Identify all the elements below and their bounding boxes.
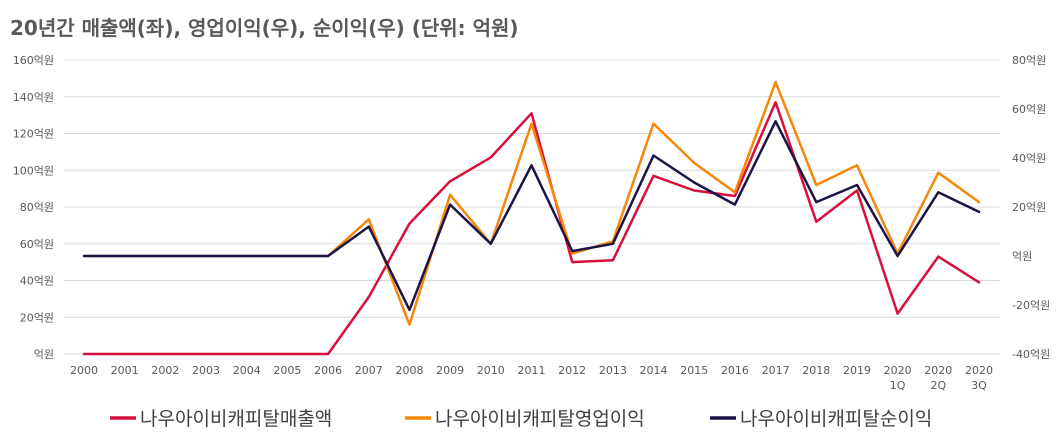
x-tick-label: 2020 2Q (924, 364, 952, 392)
x-tick-label: 2015 (680, 364, 708, 377)
left-tick-label: 억원 (34, 348, 54, 361)
series-line (82, 120, 981, 312)
x-tick-label: 2014 (640, 364, 668, 377)
left-tick-label: 160억원 (13, 54, 54, 67)
x-tick-label: 2000 (70, 364, 98, 377)
x-tick-label: 2020 1Q (884, 364, 912, 392)
x-tick-label: 2012 (558, 364, 586, 377)
left-tick-label: 100억원 (13, 164, 54, 177)
x-tick-label: 2018 (802, 364, 830, 377)
x-tick-label: 2019 (843, 364, 871, 377)
x-tick-label: 2016 (721, 364, 749, 377)
left-tick-label: 140억원 (13, 91, 54, 104)
x-tick-label: 2004 (233, 364, 261, 377)
right-tick-label: 억원 (1012, 250, 1032, 263)
x-tick-label: 2005 (273, 364, 301, 377)
series-lines (82, 80, 981, 356)
x-tick-label: 2007 (355, 364, 383, 377)
left-axis-ticks: 억원 20억원 40억원 60억원 80억원 100억원 120억원 140억원 160억원 (13, 54, 54, 361)
legend: 나우아이비캐피탈매출액 나우아이비캐피탈영업이익 나우아이비캐피탈순이익 (110, 408, 932, 430)
left-tick-label: 20억원 (20, 311, 54, 324)
x-tick-label: 2009 (436, 364, 464, 377)
series-line (82, 80, 981, 326)
left-tick-label: 120억원 (13, 128, 54, 141)
gridlines (64, 59, 1000, 355)
left-tick-label: 80억원 (20, 201, 54, 214)
right-axis-ticks: -40억원 -20억원 억원 20억원 40억원 60억원 80억원 (1012, 54, 1050, 361)
x-tick-label: 2003 (192, 364, 220, 377)
x-tick-label: 2017 (762, 364, 790, 377)
chart-title: 20년간 매출액(좌), 영업이익(우), 순이익(우) (단위: 억원) (10, 16, 519, 40)
legend-label: 나우아이비캐피탈매출액 (140, 408, 332, 430)
left-tick-label: 60억원 (20, 238, 54, 251)
legend-label: 나우아이비캐피탈영업이익 (435, 408, 645, 430)
x-tick-label: 2020 3Q (965, 364, 993, 392)
x-axis-ticks: 2000 2001 2002 2003 2004 2005 2006 2007 2008 2009… (70, 364, 993, 392)
right-tick-label: -40억원 (1012, 348, 1050, 361)
legend-label: 나우아이비캐피탈순이익 (740, 408, 932, 430)
right-tick-label: 80억원 (1012, 54, 1046, 67)
right-tick-label: 40억원 (1012, 152, 1046, 165)
right-tick-label: -20억원 (1012, 299, 1050, 312)
right-tick-label: 20억원 (1012, 201, 1046, 214)
x-tick-label: 2010 (477, 364, 505, 377)
x-tick-label: 2008 (395, 364, 423, 377)
x-tick-label: 2013 (599, 364, 627, 377)
x-tick-label: 2006 (314, 364, 342, 377)
series-line (82, 101, 981, 356)
x-tick-label: 2001 (111, 364, 139, 377)
left-tick-label: 40억원 (20, 275, 54, 288)
right-tick-label: 60억원 (1012, 103, 1046, 116)
x-tick-label: 2011 (518, 364, 546, 377)
x-tick-label: 2002 (151, 364, 179, 377)
